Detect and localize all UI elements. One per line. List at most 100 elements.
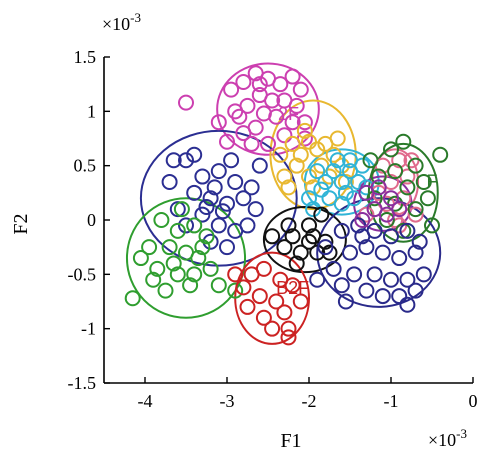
data-point [342,244,358,261]
cluster-label: B2F [276,278,309,298]
data-point [223,81,240,98]
data-point [399,179,416,196]
x-axis-label: F1 [280,430,301,452]
data-point [280,329,297,346]
data-point [407,244,424,261]
data-point [173,201,190,218]
data-point [227,282,244,299]
data-point [264,320,281,337]
data-point [342,152,358,169]
data-point [284,135,301,152]
cluster-annotations: B2F 2F F [276,104,437,298]
data-point [411,233,428,250]
data-point [391,152,408,169]
data-point [194,168,211,185]
data-point [415,173,432,190]
data-point [407,201,424,218]
data-point [350,173,367,190]
data-point [178,217,194,234]
data-point [317,173,334,190]
data-point [424,217,440,234]
data-point [280,179,297,196]
data-point [161,173,178,190]
data-point [383,141,399,158]
axes: -4 -3 -2 -1 0 1.5 1 0.5 0 -0.5 -1 -1.5 [68,47,478,411]
data-point [223,152,240,169]
data-point [268,293,285,310]
y-tick-label: 0.5 [74,156,97,176]
y-multiplier-base: ×10 [102,14,130,34]
data-point [333,222,350,239]
data-point [231,108,248,125]
data-point [378,206,395,223]
data-point [161,239,178,256]
data-point [157,282,174,299]
data-point [264,228,281,245]
data-point [284,228,301,245]
y-tick-label: -1.5 [68,373,97,393]
data-point [301,217,317,234]
data-point [391,288,408,305]
data-point [186,184,203,201]
data-point [153,212,170,228]
data-point [325,260,342,277]
data-point [317,239,334,256]
data-point [276,239,293,256]
data-point [280,217,297,234]
x-tick-label: -4 [138,391,153,411]
x-ticks: -4 -3 -2 -1 0 [138,377,478,411]
data-point [169,201,186,218]
data-point [239,217,256,234]
data-point [141,239,158,256]
y-multiplier-exp: -3 [130,10,141,25]
data-point [354,212,371,228]
x-tick-label: -3 [220,391,235,411]
cluster-points [124,65,449,346]
y-tick-label: -0.5 [68,264,97,284]
data-point [186,266,203,283]
data-point [145,271,162,288]
data-point [399,222,416,239]
x-multiplier-exp: -3 [456,426,467,441]
data-point [383,228,399,245]
data-point [309,244,326,261]
data-point [276,168,293,185]
data-point [272,76,289,93]
data-point [383,271,399,288]
data-point [219,239,235,256]
data-point [124,290,141,307]
data-point [333,195,350,212]
data-point [419,190,436,207]
data-point [296,114,313,131]
data-point [333,277,350,294]
data-point [358,282,375,299]
y-tick-label: 1.5 [74,47,97,67]
data-point [251,157,268,174]
data-point [251,76,268,93]
cluster-ellipse-1 [216,62,320,156]
data-point [284,114,301,131]
data-point [391,250,408,267]
data-point [247,201,264,218]
data-point [383,190,399,207]
data-point [309,141,326,158]
y-ticks: 1.5 1 0.5 0 -0.5 -1 -1.5 [68,47,110,393]
x-multiplier: ×10-3 [428,426,467,450]
data-point [387,163,404,180]
data-point [276,304,293,321]
data-point [292,293,309,310]
x-tick-label: -1 [384,391,399,411]
data-point [284,277,301,294]
data-point [325,163,342,180]
data-point [132,250,149,267]
data-point [255,260,272,277]
data-point [194,206,211,223]
data-point [210,277,227,294]
data-point [276,127,293,144]
data-point [219,133,235,150]
data-point [239,298,256,315]
data-point [313,206,330,223]
data-point [415,266,432,283]
data-point [362,152,379,169]
data-point [210,163,227,180]
